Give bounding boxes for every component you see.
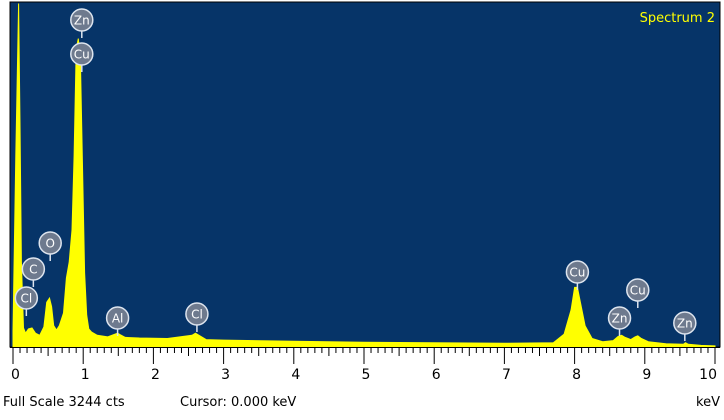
element-marker-label: Al: [112, 312, 124, 326]
element-marker-label: O: [45, 237, 54, 251]
element-marker-label: Cl: [191, 308, 203, 322]
element-marker-cu[interactable]: Cu: [565, 260, 590, 290]
x-axis-tick-label: 7: [502, 367, 511, 383]
element-marker-label: Zn: [677, 317, 693, 331]
x-axis-tick-labels: 0 1 2 3 4 5 6 7 8 9 10: [11, 367, 717, 383]
element-marker-circle: [14, 286, 39, 310]
element-marker-circle: [105, 306, 130, 330]
full-scale-label: Full Scale 3244 cts: [3, 395, 125, 410]
x-axis-tick-label: 5: [362, 367, 371, 383]
element-marker-circle: [565, 260, 590, 284]
x-axis-ticks: [12, 348, 716, 364]
x-axis-tick-label: 9: [642, 367, 651, 383]
x-axis-tick-label: 6: [432, 367, 441, 383]
element-marker-circle: [21, 257, 46, 281]
element-marker-label: C: [29, 263, 37, 277]
cursor-readout: Cursor: 0.000 keV: [180, 395, 296, 410]
element-marker-label: Zn: [74, 14, 90, 28]
element-marker-cl[interactable]: Cl: [14, 286, 39, 316]
element-marker-circle: [626, 278, 650, 302]
chart-title: Spectrum 2: [640, 11, 715, 26]
status-bar: [0, 384, 724, 416]
element-marker-label: Cu: [74, 48, 90, 62]
element-marker-label: Cu: [569, 266, 585, 280]
element-marker-cu[interactable]: Cu: [70, 42, 94, 72]
element-marker-circle: [70, 42, 94, 66]
element-marker-circle: [70, 8, 94, 32]
element-marker-cu[interactable]: Cu: [626, 278, 650, 308]
element-marker-circle: [673, 311, 697, 335]
element-marker-zn[interactable]: Zn: [70, 8, 94, 38]
element-marker-label: Cu: [630, 284, 646, 298]
element-marker-zn[interactable]: Zn: [673, 311, 697, 341]
element-marker-c[interactable]: C: [21, 257, 46, 287]
element-marker-label: Cl: [20, 292, 32, 306]
element-marker-circle: [185, 302, 209, 326]
x-axis-tick-label: 2: [151, 367, 160, 383]
element-marker-circle: [38, 231, 62, 255]
spectrum-layer: [12, 3, 716, 348]
x-axis-tick-label: 8: [572, 367, 581, 383]
x-axis-tick-label: 4: [291, 367, 300, 383]
x-axis-tick-label: 10: [699, 367, 717, 383]
plot-area[interactable]: [9, 1, 721, 348]
element-marker-al[interactable]: Al: [105, 306, 130, 336]
element-marker-cl[interactable]: Cl: [185, 302, 209, 332]
element-marker-label: Zn: [612, 312, 628, 326]
x-axis-tick-label: 3: [221, 367, 230, 383]
element-marker-o[interactable]: O: [38, 231, 62, 261]
x-axis-unit-label: keV: [696, 395, 720, 410]
element-marker-circle: [607, 306, 632, 330]
x-axis-tick-label: 0: [11, 367, 20, 383]
spectrum-series: [12, 3, 716, 348]
x-axis-tick-label: 1: [81, 367, 90, 383]
element-marker-zn[interactable]: Zn: [607, 306, 632, 336]
